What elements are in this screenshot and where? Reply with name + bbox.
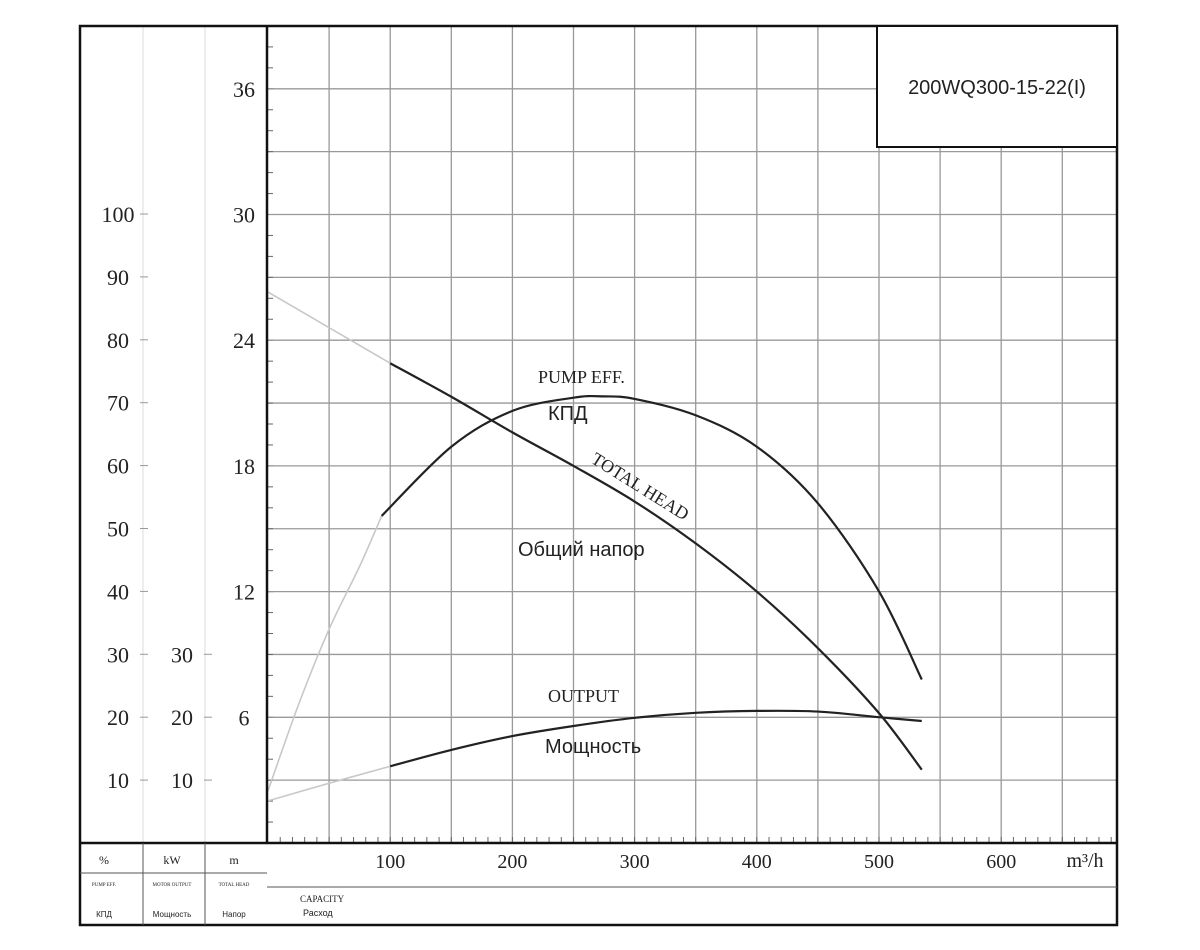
y-tick-label-pct: 100 — [102, 202, 135, 227]
y-tick-label-m: 30 — [233, 203, 255, 228]
head-curve-label: TOTAL HEAD — [588, 448, 693, 524]
output-curve-label-ru: Мощность — [545, 736, 641, 758]
y-tick-label-pct: 70 — [107, 391, 129, 416]
head-curve-label-ru: Общий напор — [518, 539, 645, 561]
output-curve — [389, 709, 922, 768]
footer-name-eff: PUMP EFF. — [92, 883, 116, 888]
footer-name-ru-eff: КПД — [96, 910, 112, 919]
pump-eff-curve — [380, 394, 923, 680]
x-unit-label: m³/h — [1066, 850, 1103, 872]
y-tick-label-m: 18 — [233, 454, 255, 479]
x-tick-label: 300 — [620, 851, 650, 873]
y-tick-label-kw: 30 — [171, 642, 193, 667]
footer-name-head: TOTAL HEAD — [219, 883, 250, 888]
x-tick-label: 400 — [742, 851, 772, 873]
y-tick-label-m: 24 — [233, 328, 255, 353]
y-tick-label-pct: 90 — [107, 265, 129, 290]
x-tick-label: 200 — [497, 851, 527, 873]
y-tick-label-pct: 80 — [107, 328, 129, 353]
output-curve-extrapolated — [267, 765, 391, 802]
total-head-curve-extrapolated — [267, 291, 391, 364]
y-tick-label-kw: 10 — [171, 768, 193, 793]
y-tick-label-pct: 20 — [107, 705, 129, 730]
eff-curve-label-ru: КПД — [548, 403, 588, 425]
footer-name-ru-output: Мощность — [153, 910, 191, 919]
total-head-curve — [389, 362, 923, 771]
y-tick-label-pct: 30 — [107, 642, 129, 667]
x-axis-label-ru: Расход — [303, 908, 333, 918]
outer-frame — [78, 24, 1119, 927]
pump-eff-curve-extrapolated — [267, 515, 383, 792]
title-box — [876, 25, 1118, 148]
y-tick-label-pct: 60 — [107, 454, 129, 479]
y-tick-label-pct: 10 — [107, 768, 129, 793]
y-tick-label-m: 6 — [239, 705, 250, 730]
footer-unit-kw: kW — [163, 853, 181, 867]
y-tick-label-pct: 50 — [107, 517, 129, 542]
y-tick-label-pct: 40 — [107, 579, 129, 604]
y-tick-label-m: 12 — [233, 580, 255, 605]
grid — [142, 26, 1117, 843]
x-tick-label: 600 — [986, 851, 1016, 873]
output-curve-label: OUTPUT — [548, 686, 619, 706]
y-tick-label-m: 36 — [233, 77, 255, 102]
chart-title: 200WQ300-15-22(I) — [908, 77, 1086, 99]
y-tick-label-kw: 20 — [171, 705, 193, 730]
curves — [267, 291, 923, 802]
x-axis-label: CAPACITY — [300, 894, 345, 904]
ticks: 100 200 300 400 500 600 10 20 30 40 50 60 70 80 90 100 1… — [102, 46, 1112, 873]
footer-name-ru-head: Напор — [222, 910, 246, 919]
footer-unit-m: m — [229, 853, 239, 867]
footer-name-output: MOTOR OUTPUT — [153, 883, 192, 888]
x-tick-label: 500 — [864, 851, 894, 873]
x-tick-label: 100 — [375, 851, 405, 873]
footer-unit-pct: % — [99, 853, 109, 867]
eff-curve-label: PUMP EFF. — [538, 367, 625, 387]
